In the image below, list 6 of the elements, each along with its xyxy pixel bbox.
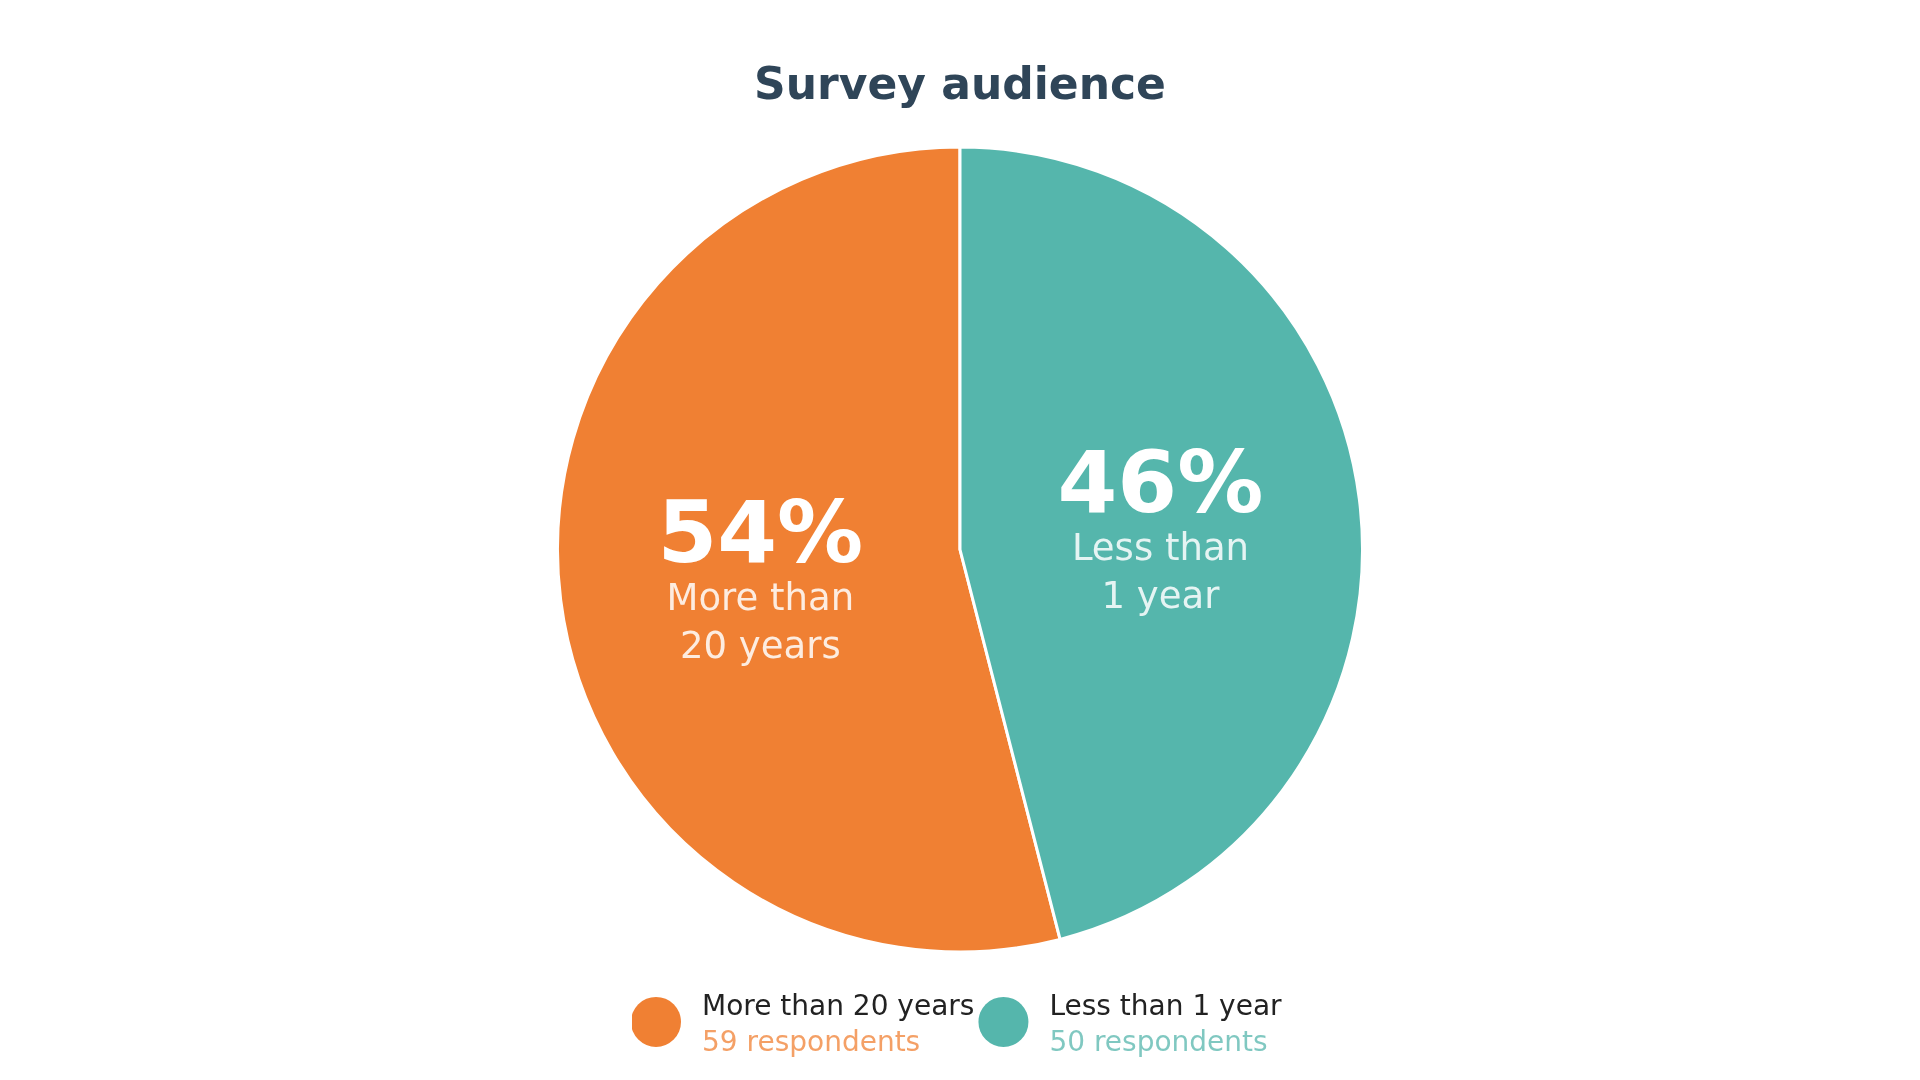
text: 59 respondents [702, 1025, 921, 1059]
chart-title: Survey audience [754, 58, 1166, 110]
legend-label: More than 20 years [702, 988, 975, 1022]
slice-label: More than 20 years [666, 576, 855, 668]
text: 50 respondents [1049, 1025, 1268, 1059]
legend-label: Less than 1 year [1049, 988, 1283, 1022]
